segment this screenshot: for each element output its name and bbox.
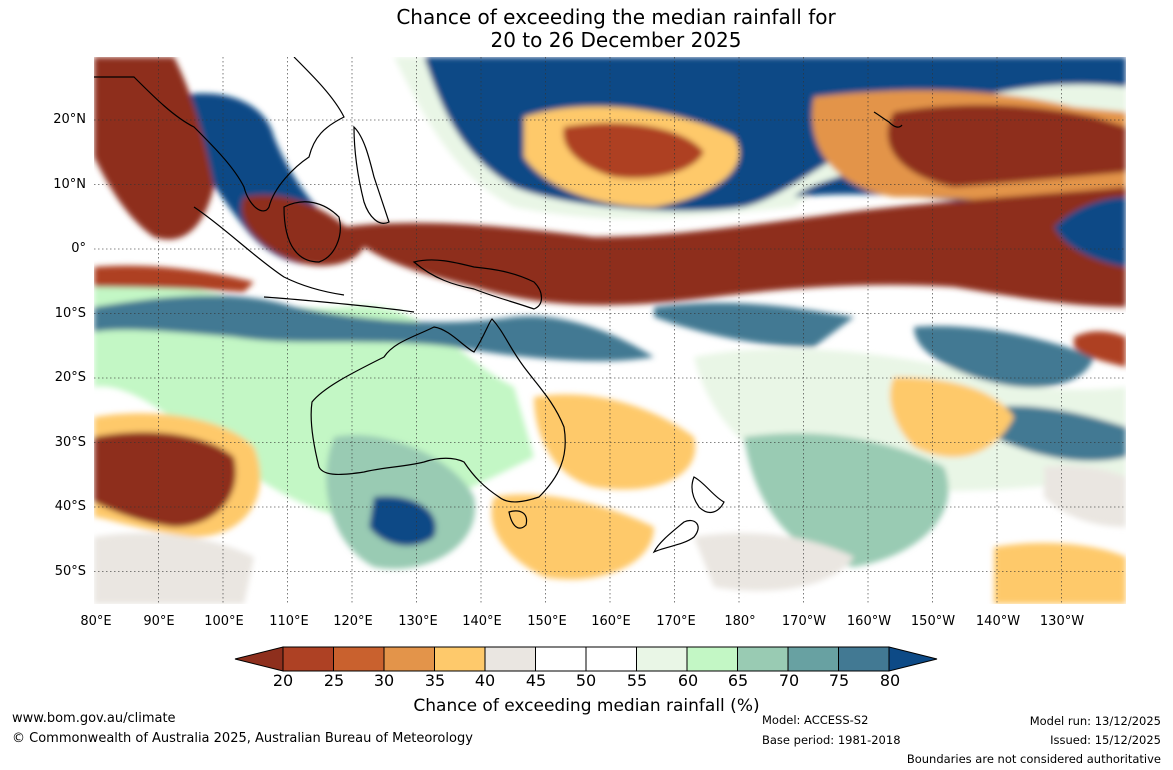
map-title-line-2: 20 to 26 December 2025 <box>490 28 742 52</box>
new-zealand-coastline <box>652 476 725 554</box>
website-link[interactable]: www.bom.gov.au/climate <box>12 711 176 726</box>
colorbar-tick-65: 65 <box>727 671 749 690</box>
model-text: Model: ACCESS-S2 <box>762 713 869 727</box>
lon-label-140w: 140°W <box>975 614 1021 629</box>
rainfall-probability-map <box>94 57 1126 604</box>
colorbar <box>234 646 938 672</box>
colorbar-segment <box>686 646 738 672</box>
colorbar-title: Chance of exceeding median rainfall (%) <box>413 696 760 716</box>
lon-label-140e: 140°E <box>462 614 502 629</box>
lat-label-40s: 40°S <box>54 499 86 514</box>
colorbar-segment <box>787 646 839 672</box>
colorbar-segment <box>383 646 435 672</box>
lon-label-180: 180° <box>724 614 756 629</box>
lon-label-150w: 150°W <box>910 614 956 629</box>
colorbar-segment <box>737 646 789 672</box>
lat-label-30s: 30°S <box>54 435 86 450</box>
disclaimer-text: Boundaries are not considered authoritat… <box>906 752 1161 766</box>
lon-label-150e: 150°E <box>527 614 567 629</box>
colorbar-tick-45: 45 <box>525 671 547 690</box>
lat-label-20n: 20°N <box>53 112 86 127</box>
tasmania-coastline <box>508 510 528 529</box>
lon-label-170w: 170°W <box>781 614 827 629</box>
colorbar-tick-25: 25 <box>323 671 345 690</box>
philippines-coastline <box>353 125 390 224</box>
indonesia-coastline <box>193 206 415 313</box>
colorbar-extend-high <box>888 646 938 672</box>
colorbar-tick-35: 35 <box>424 671 446 690</box>
colorbar-segment <box>636 646 688 672</box>
graticule <box>94 57 1126 604</box>
colorbar-tick-55: 55 <box>626 671 648 690</box>
colorbar-extend-low <box>234 646 284 672</box>
coastlines <box>94 57 903 554</box>
lat-label-20s: 20°S <box>54 370 86 385</box>
lon-label-130e: 130°E <box>398 614 438 629</box>
lat-label-10s: 10°S <box>54 306 86 321</box>
colorbar-tick-30: 30 <box>373 671 395 690</box>
asia-coastline <box>94 57 345 212</box>
colorbar-segment <box>535 646 587 672</box>
lon-label-80e: 80°E <box>80 614 112 629</box>
lon-label-120e: 120°E <box>333 614 373 629</box>
lon-label-90e: 90°E <box>143 614 175 629</box>
copyright-text: © Commonwealth of Australia 2025, Austra… <box>12 731 473 746</box>
colorbar-tick-60: 60 <box>677 671 699 690</box>
colorbar-segment <box>585 646 637 672</box>
model-run-text: Model run: 13/12/2025 <box>1029 714 1161 728</box>
lon-label-170e: 170°E <box>656 614 696 629</box>
colorbar-segment <box>333 646 385 672</box>
base-period-text: Base period: 1981-2018 <box>762 733 901 747</box>
colorbar-tick-40: 40 <box>474 671 496 690</box>
australia-coastline <box>310 318 566 503</box>
colorbar-tick-20: 20 <box>272 671 294 690</box>
colorbar-tick-75: 75 <box>828 671 850 690</box>
colorbar-segment <box>838 646 890 672</box>
borneo-coastline <box>283 201 341 263</box>
lon-label-100e: 100°E <box>204 614 244 629</box>
new-guinea-coastline <box>412 259 543 310</box>
lat-label-50s: 50°S <box>54 564 86 579</box>
map-title-line-1: Chance of exceeding the median rainfall … <box>396 5 836 29</box>
colorbar-tick-70: 70 <box>778 671 800 690</box>
issued-text: Issued: 15/12/2025 <box>1050 733 1161 747</box>
colorbar-segment <box>484 646 536 672</box>
colorbar-tick-80: 80 <box>879 671 901 690</box>
lon-label-160w: 160°W <box>846 614 892 629</box>
colorbar-segment <box>434 646 486 672</box>
lon-label-130w: 130°W <box>1039 614 1085 629</box>
colorbar-segment <box>282 646 334 672</box>
lon-label-110e: 110°E <box>269 614 309 629</box>
lat-label-0: 0° <box>71 241 86 256</box>
lon-label-160e: 160°E <box>591 614 631 629</box>
hawaii-coastline <box>873 111 903 128</box>
lat-label-10n: 10°N <box>53 177 86 192</box>
colorbar-tick-50: 50 <box>575 671 597 690</box>
